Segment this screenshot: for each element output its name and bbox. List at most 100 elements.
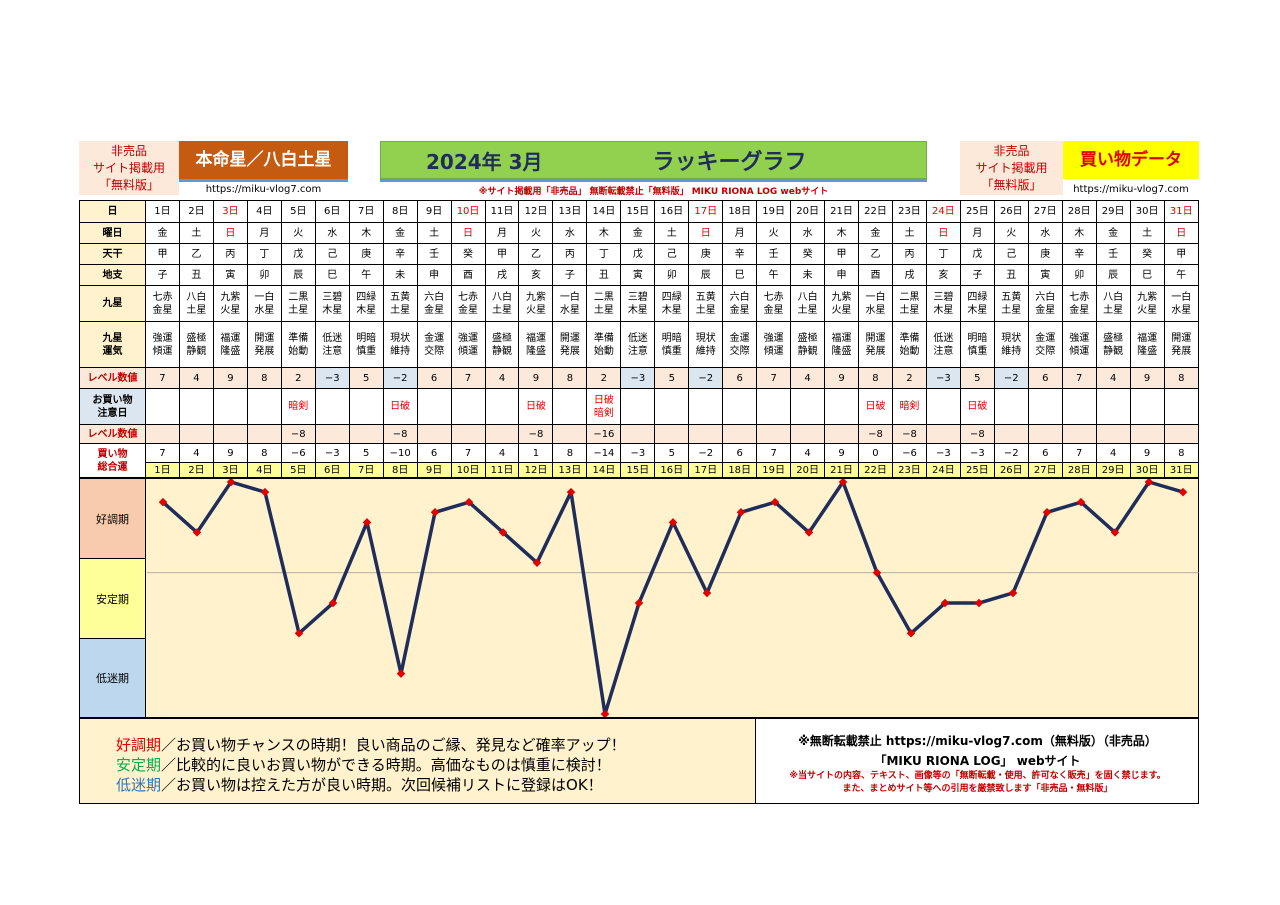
not-for-sale-left: 非売品 サイト掲載用 「無料版」 [79,141,179,195]
level-cell: 5 [959,367,995,389]
caution-cell [824,388,860,425]
caution-cell [925,388,961,425]
caution-cell [314,388,350,425]
kyusei-cell: 七赤 金星 [450,285,486,322]
caution-level-cell: −16 [586,424,622,444]
day-cell: 21日 [824,200,860,223]
level-cell: 8 [858,367,893,389]
caution-cell [790,388,826,425]
tenkan-cell: 戊 [620,243,656,265]
tenkan-cell: 戊 [959,243,995,265]
legend-right: ※無断転載禁止 https://miku-vlog7.com（無料版）（非売品）… [757,719,1198,803]
unki-cell: 強運 傾運 [1061,321,1097,368]
level-cell: 8 [1163,367,1200,389]
weekday-cell: 土 [1129,222,1165,244]
unki-cell-line: 金運 [729,332,750,344]
day-cell-bottom: 6日 [314,462,350,478]
caution-level-cell [416,424,452,444]
kyusei-cell-line: 火星 [220,304,241,316]
total-cell: 8 [246,443,282,463]
caution-tag: 日破 [593,394,614,406]
unki-cell: 盛極 静観 [178,321,214,368]
chishi-cell: 戌 [484,264,520,286]
kyusei-cell: 八白 土星 [790,285,826,322]
unki-cell-line: 開運 [865,332,886,344]
unki-cell: 福運 隆盛 [518,321,554,368]
level-cell: 9 [824,367,860,389]
unki-cell: 現状 維持 [688,321,724,368]
unki-cell-line: 始動 [593,345,614,357]
copy-line: ※無断転載禁止 https://miku-vlog7.com（無料版）（非売品） [798,734,1157,748]
day-cell-bottom: 3日 [212,462,248,478]
kyusei-cell: 一白 水星 [246,285,282,322]
day-cell: 26日 [993,200,1029,223]
caution-cell [688,388,724,425]
unki-cell-line: 慎重 [661,345,682,357]
day-cell: 23日 [891,200,927,223]
unki-cell: 盛極 静観 [1095,321,1131,368]
total-cell: 4 [484,443,520,463]
caution-level-cell [1163,424,1200,444]
chishi-cell: 巳 [722,264,758,286]
kyusei-cell-line: 土星 [288,304,309,316]
total-cell: 1 [518,443,554,463]
caution-cell: 日破 暗剣 [586,388,622,425]
row-caution: お買い物 注意日 暗剣 日破 日破 日破 暗剣 日破 暗剣 日破 [79,388,1200,425]
warning-line-1: ※当サイトの内容、テキスト、画像等の「無断転載・使用、許可なく販売」を固く禁じま… [789,771,1166,781]
data-point [600,709,610,717]
day-cell-bottom: 23日 [891,462,927,478]
unki-cell-line: 発展 [865,345,886,357]
day-cell-bottom: 12日 [518,462,554,478]
kyusei-cell-line: 水星 [254,304,275,316]
weekday-cell: 日 [450,222,486,244]
unki-cell-line: 隆盛 [1137,345,1158,357]
caution-cell [1095,388,1131,425]
kyusei-cell: 七赤 金星 [756,285,792,322]
chishi-cell: 申 [824,264,860,286]
not-for-sale-right: 非売品 サイト掲載用 「無料版」 [960,141,1063,195]
luck-line-chart [147,479,1199,717]
legend-stable-text: ／比較的に良いお買い物ができる時期。高価なものは慎重に検討！ [161,756,611,774]
kyusei-cell-line: 土星 [492,304,512,316]
data-table: 日 1日 2日 3日 4日 5日 6日 7日 8日 9日 10日 11日 12日 13日 14日 15日 16日… [79,200,1200,478]
total-cell: −6 [891,443,927,463]
kyusei-cell-line: 九紫 [220,291,241,303]
day-cell: 2日 [178,200,214,223]
caution-level-cell [552,424,588,444]
unki-cell: 明暗 慎重 [654,321,690,368]
caution-level-cell [756,424,792,444]
legend-left: 好調期／お買い物チャンスの時期！良い商品のご縁、発見など確率アップ！ 安定期／比… [80,719,756,803]
level-cell: 4 [484,367,520,389]
kyusei-cell: 三碧 木星 [925,285,961,322]
level-cell: 2 [891,367,927,389]
level-cell: 6 [722,367,758,389]
weekday-cell: 日 [212,222,248,244]
unki-cell: 現状 維持 [382,321,418,368]
total-cell: 4 [178,443,214,463]
caution-level-cell [212,424,248,444]
unki-cell-line: 明暗 [661,332,682,344]
kyusei-cell-line: 木星 [356,304,377,316]
total-cell: −3 [314,443,350,463]
day-cell-bottom: 22日 [858,462,893,478]
chishi-cell: 辰 [1095,264,1131,286]
day-cell: 27日 [1027,200,1063,223]
caution-cell [1163,388,1200,425]
kyusei-cell: 六白 金星 [416,285,452,322]
chishi-cell: 酉 [450,264,486,286]
caution-level-cell [688,424,724,444]
unki-cell-line: 明暗 [356,332,377,344]
unki-cell-line: 福運 [1137,332,1158,344]
unki-cell: 開運 発展 [858,321,893,368]
unki-cell-line: 開運 [559,332,580,344]
total-cell: 9 [824,443,860,463]
caution-level-cell: −8 [382,424,418,444]
unki-cell: 福運 隆盛 [824,321,860,368]
kyusei-cell-line: 木星 [322,304,343,316]
caution-cell [348,388,384,425]
unki-cell-line: 盛極 [186,332,207,344]
kyusei-cell: 五黄 土星 [993,285,1029,322]
kyusei-cell: 八白 土星 [1095,285,1131,322]
kyusei-cell: 一白 水星 [1163,285,1200,322]
honmei-label: 本命星／八白土星 [179,141,348,179]
